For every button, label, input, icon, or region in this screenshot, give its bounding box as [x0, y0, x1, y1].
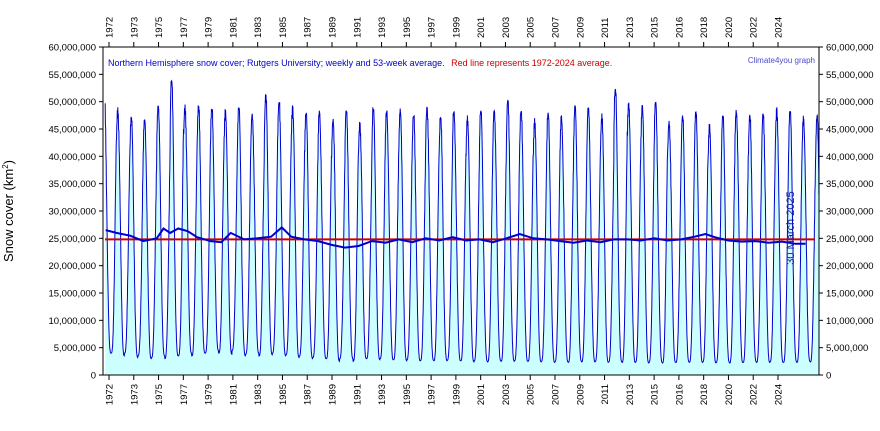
y-axis-title-close: ) — [1, 160, 16, 164]
x-tick-label-top: 1981 — [228, 17, 239, 38]
y-tick-label-left: 50,000,000 — [48, 97, 96, 108]
x-tick-label-bottom: 1991 — [352, 384, 363, 405]
y-tick-label-left: 0 — [91, 371, 96, 382]
y-axis-title: Snow cover (km2) — [1, 160, 16, 262]
x-tick-label-bottom: 2018 — [699, 384, 710, 405]
x-tick-label-top: 2005 — [526, 17, 537, 38]
x-tick-label-bottom: 1981 — [228, 384, 239, 405]
y-tick-label-right: 0 — [826, 371, 831, 382]
y-tick-label-right: 15,000,000 — [826, 289, 874, 300]
x-tick-label-bottom: 1973 — [129, 384, 140, 405]
x-tick-label-top: 2020 — [724, 17, 735, 38]
date-note: 30 March 2025 — [785, 191, 797, 264]
y-tick-label-right: 60,000,000 — [826, 43, 874, 54]
x-tick-label-top: 2003 — [501, 17, 512, 38]
x-tick-label-bottom: 2013 — [625, 384, 636, 405]
x-tick-label-bottom: 2009 — [575, 384, 586, 405]
x-tick-label-top: 1973 — [129, 17, 140, 38]
x-tick-label-top: 2009 — [575, 17, 586, 38]
y-tick-label-right: 25,000,000 — [826, 234, 874, 245]
x-tick-label-top: 1995 — [402, 17, 413, 38]
x-tick-label-top: 1993 — [377, 17, 388, 38]
x-tick-label-bottom: 2020 — [724, 384, 735, 405]
series-lines — [104, 79, 820, 364]
y-axis-title-sup: 2 — [1, 164, 10, 169]
y-tick-label-left: 60,000,000 — [48, 43, 96, 54]
x-tick-label-top: 1999 — [451, 17, 462, 38]
x-tick-label-top: 1972 — [105, 17, 116, 38]
y-tick-label-right: 20,000,000 — [826, 261, 874, 272]
x-tick-label-bottom: 2007 — [551, 384, 562, 405]
x-tick-label-bottom: 1995 — [402, 384, 413, 405]
x-tick-label-top: 1977 — [179, 17, 190, 38]
x-tick-label-bottom: 1979 — [204, 384, 215, 405]
y-tick-label-right: 10,000,000 — [826, 316, 874, 327]
x-tick-label-top: 2018 — [699, 17, 710, 38]
x-tick-label-bottom: 1999 — [451, 384, 462, 405]
y-tick-label-right: 50,000,000 — [826, 97, 874, 108]
x-tick-label-top: 2007 — [551, 17, 562, 38]
y-tick-label-right: 55,000,000 — [826, 70, 874, 81]
y-tick-label-right: 5,000,000 — [826, 343, 868, 354]
weekly-line — [104, 79, 820, 364]
x-tick-label-top: 1983 — [253, 17, 264, 38]
x-tick-label-top: 1979 — [204, 17, 215, 38]
y-tick-label-left: 20,000,000 — [48, 261, 96, 272]
x-tick-label-top: 2013 — [625, 17, 636, 38]
x-tick-label-bottom: 1972 — [105, 384, 116, 405]
x-tick-label-top: 2016 — [674, 17, 685, 38]
x-tick-label-bottom: 1993 — [377, 384, 388, 405]
x-tick-label-bottom: 2011 — [600, 384, 611, 404]
chart-caption: Northern Hemisphere snow cover; Rutgers … — [108, 58, 612, 68]
x-tick-label-top: 2011 — [600, 18, 611, 38]
x-tick-label-bottom: 2016 — [674, 384, 685, 405]
y-axis-title-main: Snow cover (km — [1, 169, 16, 262]
x-tick-label-top: 2024 — [774, 17, 785, 38]
x-tick-label-top: 1985 — [278, 17, 289, 38]
y-tick-label-right: 30,000,000 — [826, 207, 874, 218]
y-tick-label-right: 35,000,000 — [826, 179, 874, 190]
x-tick-label-top: 1975 — [154, 17, 165, 38]
y-tick-label-left: 25,000,000 — [48, 234, 96, 245]
x-tick-label-top: 2001 — [476, 17, 487, 38]
y-tick-label-left: 10,000,000 — [48, 316, 96, 327]
weekly-area — [105, 80, 819, 376]
credit-label: Climate4you graph — [748, 56, 815, 65]
caption-blue: Northern Hemisphere snow cover; Rutgers … — [108, 58, 445, 68]
tick-labels: 0 0 5,000,000 5,000,000 10,000,000 10,000,000… — [48, 17, 873, 405]
x-tick-label-top: 2022 — [749, 17, 760, 38]
x-tick-label-bottom: 1989 — [328, 384, 339, 405]
x-tick-label-bottom: 1983 — [253, 384, 264, 405]
x-tick-label-top: 1991 — [352, 17, 363, 38]
y-tick-label-left: 5,000,000 — [54, 343, 96, 354]
x-tick-label-bottom: 2005 — [526, 384, 537, 405]
y-tick-label-left: 40,000,000 — [48, 152, 96, 163]
x-tick-label-bottom: 2024 — [774, 384, 785, 405]
x-tick-label-bottom: 1985 — [278, 384, 289, 405]
x-tick-label-bottom: 1975 — [154, 384, 165, 405]
x-tick-label-bottom: 2015 — [650, 384, 661, 405]
y-tick-label-left: 35,000,000 — [48, 179, 96, 190]
y-tick-label-left: 30,000,000 — [48, 207, 96, 218]
axis-ticks — [99, 42, 823, 380]
x-tick-label-top: 1989 — [328, 17, 339, 38]
caption-red: Red line represents 1972-2024 average. — [451, 58, 612, 68]
running-average-line — [105, 226, 806, 249]
x-tick-label-top: 1997 — [427, 17, 438, 38]
x-tick-label-bottom: 1997 — [427, 384, 438, 405]
y-tick-label-left: 45,000,000 — [48, 125, 96, 136]
x-tick-label-bottom: 1977 — [179, 384, 190, 405]
y-tick-label-right: 40,000,000 — [826, 152, 874, 163]
x-tick-label-bottom: 2003 — [501, 384, 512, 405]
y-tick-label-right: 45,000,000 — [826, 125, 874, 136]
x-tick-label-top: 2015 — [650, 17, 661, 38]
weekly-fill-area — [105, 80, 819, 376]
x-tick-label-bottom: 1987 — [303, 384, 314, 405]
x-tick-label-top: 1987 — [303, 17, 314, 38]
y-tick-label-left: 15,000,000 — [48, 289, 96, 300]
x-tick-label-bottom: 2022 — [749, 384, 760, 405]
x-tick-label-bottom: 2001 — [476, 384, 487, 405]
y-tick-label-left: 55,000,000 — [48, 70, 96, 81]
